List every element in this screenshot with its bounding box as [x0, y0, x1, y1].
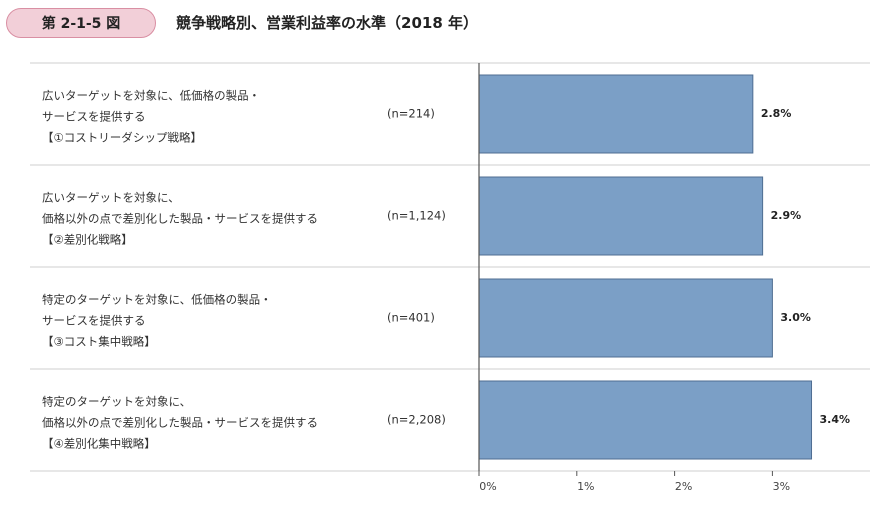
sample-size-label: (n=214) [387, 107, 435, 121]
category-label-line: サービスを提供する [42, 314, 146, 328]
x-tick-label: 2% [675, 480, 692, 493]
category-label-line: 【④差別化集中戦略】 [42, 437, 156, 451]
category-label-line: 価格以外の点で差別化した製品・サービスを提供する [42, 416, 318, 430]
category-label-line: サービスを提供する [42, 110, 146, 124]
bar-value-label: 3.0% [780, 311, 811, 324]
x-tick-label: 0% [479, 480, 496, 493]
sample-size-label: (n=2,208) [387, 413, 446, 427]
bar [478, 74, 754, 154]
chart-title: 競争戦略別、営業利益率の水準（2018 年） [176, 14, 478, 32]
bar-value-label: 2.8% [761, 107, 792, 120]
category-label-line: 特定のターゲットを対象に、低価格の製品・ [42, 293, 272, 307]
figure-number: 第 2-1-5 図 [41, 16, 121, 32]
category-label-line: 広いターゲットを対象に、 [42, 191, 180, 205]
bar-value-label: 2.9% [771, 209, 802, 222]
sample-size-label: (n=401) [387, 311, 435, 325]
sample-size-label: (n=1,124) [387, 209, 446, 223]
category-label-line: 【①コストリーダシップ戦略】 [42, 131, 202, 145]
x-tick-label: 3% [773, 480, 790, 493]
bar [478, 176, 764, 256]
category-label-line: 【②差別化戦略】 [42, 233, 133, 247]
bar [478, 278, 773, 358]
bar-value-label: 3.4% [820, 413, 851, 426]
x-tick-label: 1% [577, 480, 594, 493]
category-label-line: 広いターゲットを対象に、低価格の製品・ [42, 89, 260, 103]
figure-number-badge: 第 2-1-5 図 [6, 8, 156, 38]
bar [478, 380, 813, 460]
category-label-line: 価格以外の点で差別化した製品・サービスを提供する [42, 212, 318, 226]
category-label-line: 特定のターゲットを対象に、 [42, 395, 191, 409]
category-label-line: 【③コスト集中戦略】 [42, 335, 156, 349]
